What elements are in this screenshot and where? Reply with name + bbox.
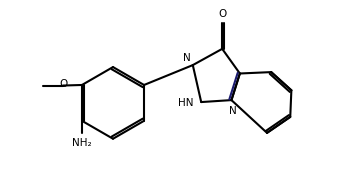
Text: HN: HN: [178, 99, 193, 108]
Text: NH₂: NH₂: [72, 138, 92, 148]
Text: N: N: [183, 53, 191, 63]
Text: O: O: [218, 9, 226, 19]
Text: N: N: [229, 106, 237, 116]
Text: O: O: [59, 79, 68, 89]
